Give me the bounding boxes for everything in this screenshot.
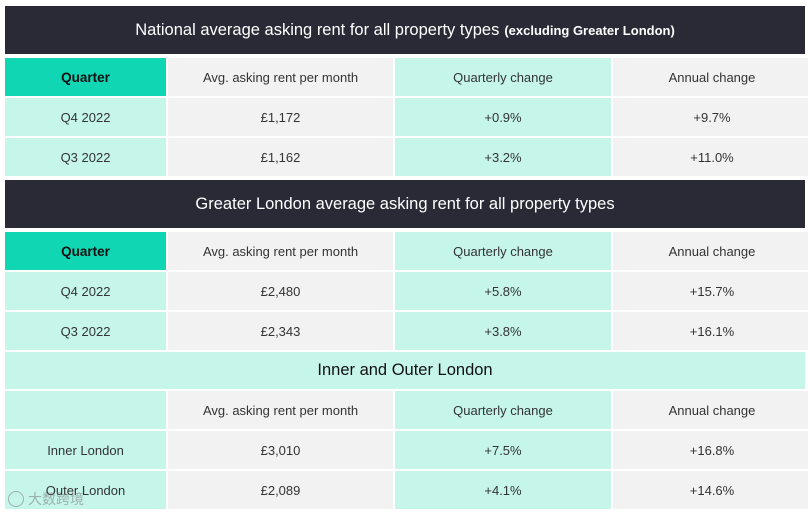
header-quarterly-change: Quarterly change [395,58,611,98]
cell-quarter: Q4 2022 [5,98,166,138]
header-annual-change: Annual change [613,58,808,98]
cell-quarterly-change: +3.8% [395,312,611,352]
header-quarterly-change: Quarterly change [395,391,611,431]
greater-london-title: Greater London average asking rent for a… [195,194,615,213]
cell-quarter: Q4 2022 [5,272,166,312]
header-avg-rent: Avg. asking rent per month [168,58,393,98]
cell-avg-rent: £1,172 [168,98,393,138]
cell-avg-rent: £2,480 [168,272,393,312]
cell-area: Inner London [5,431,166,471]
cell-quarter: Q3 2022 [5,138,166,178]
cell-area: Outer London [5,471,166,511]
inner-outer-title-bar: Inner and Outer London [5,352,805,391]
cell-annual-change: +11.0% [613,138,808,178]
national-title-suffix: (excluding Greater London) [504,22,675,38]
cell-quarterly-change: +5.8% [395,272,611,312]
cell-annual-change: +16.1% [613,312,808,352]
header-avg-rent: Avg. asking rent per month [168,391,393,431]
cell-quarterly-change: +3.2% [395,138,611,178]
header-quarter: Quarter [5,58,166,98]
cell-quarterly-change: +7.5% [395,431,611,471]
cell-annual-change: +15.7% [613,272,808,312]
cell-avg-rent: £2,089 [168,471,393,511]
header-annual-change: Annual change [613,232,808,272]
header-quarter: Quarter [5,232,166,272]
national-table: Quarter Avg. asking rent per month Quart… [5,58,808,178]
national-title: National average asking rent for all pro… [135,20,500,39]
cell-avg-rent: £2,343 [168,312,393,352]
cell-annual-change: +14.6% [613,471,808,511]
national-title-bar: National average asking rent for all pro… [5,6,805,54]
cell-annual-change: +9.7% [613,98,808,138]
cell-annual-change: +16.8% [613,431,808,471]
cell-quarterly-change: +0.9% [395,98,611,138]
watermark-logo-icon [8,491,24,507]
cell-avg-rent: £3,010 [168,431,393,471]
header-avg-rent: Avg. asking rent per month [168,232,393,272]
inner-outer-title: Inner and Outer London [317,361,493,379]
watermark: 大数跨境 [8,489,84,509]
cell-avg-rent: £1,162 [168,138,393,178]
header-annual-change: Annual change [613,391,808,431]
watermark-text: 大数跨境 [28,491,84,507]
cell-quarterly-change: +4.1% [395,471,611,511]
greater-london-table: Quarter Avg. asking rent per month Quart… [5,232,808,352]
greater-london-title-bar: Greater London average asking rent for a… [5,180,805,228]
header-area [5,391,166,431]
header-quarterly-change: Quarterly change [395,232,611,272]
rent-report: National average asking rent for all pro… [5,6,808,511]
inner-outer-table: Avg. asking rent per month Quarterly cha… [5,391,808,511]
cell-quarter: Q3 2022 [5,312,166,352]
